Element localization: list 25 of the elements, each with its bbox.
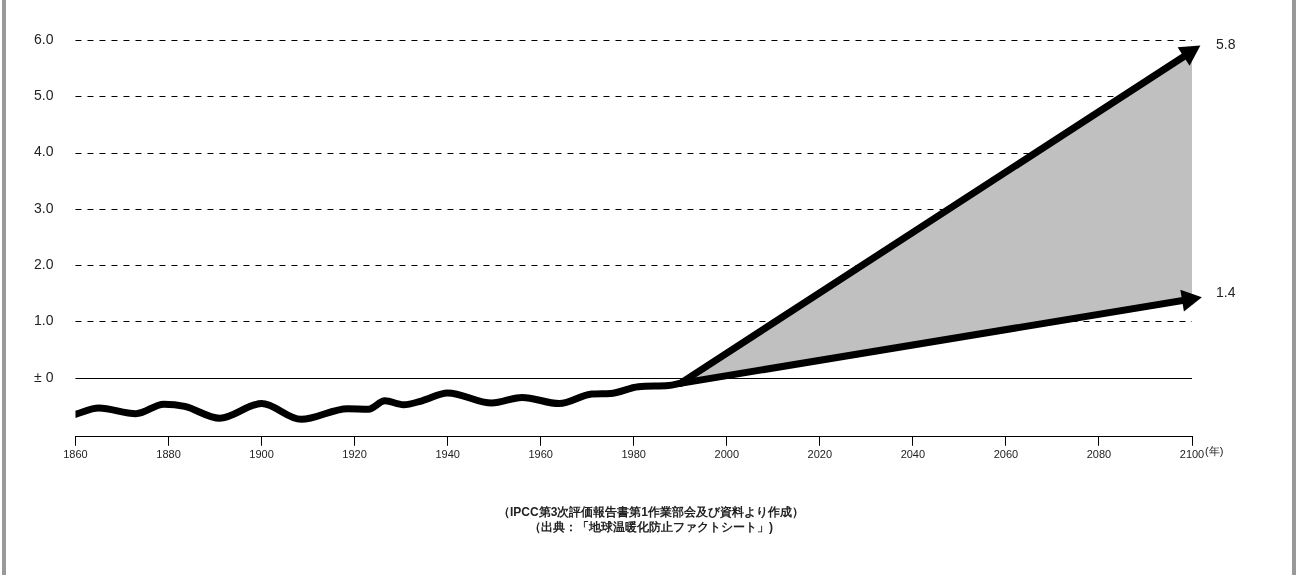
x-tick-label: 2060 — [993, 448, 1019, 461]
x-tick-label: 1900 — [249, 448, 274, 461]
y-tick-label: 1.0 — [33, 312, 54, 329]
x-tick-label: 2020 — [807, 448, 833, 461]
x-tick-label: 2000 — [714, 448, 740, 461]
data-label: 1.4 — [1216, 283, 1236, 300]
x-tick-label: 2100 — [1179, 448, 1205, 461]
data-label: 5.8 — [1216, 36, 1236, 53]
x-tick-label: 1980 — [621, 448, 646, 461]
x-tick-label: 2040 — [900, 448, 926, 461]
x-tick-label: 1880 — [156, 448, 181, 461]
y-tick-label: 2.0 — [33, 255, 54, 272]
y-tick-label: ± 0 — [34, 368, 54, 385]
text: （IPCC第3次評価報告書第1作業部会及び資料より作成） — [497, 505, 805, 520]
y-tick-label: 5.0 — [33, 87, 54, 104]
text: （出典：「地球温暖化防止ファクトシート」) — [528, 520, 774, 535]
x-tick-label: 1940 — [435, 448, 460, 461]
x-tick-label: 1960 — [528, 448, 553, 461]
y-tick-label: 4.0 — [33, 143, 54, 160]
x-tick-label: 1860 — [63, 448, 88, 461]
x-axis-title: (年) — [1205, 445, 1224, 458]
y-tick-label: 6.0 — [33, 30, 54, 47]
y-tick-label: 3.0 — [33, 199, 54, 216]
x-tick-label: 2080 — [1086, 448, 1112, 461]
x-tick-label: 1920 — [342, 448, 367, 461]
